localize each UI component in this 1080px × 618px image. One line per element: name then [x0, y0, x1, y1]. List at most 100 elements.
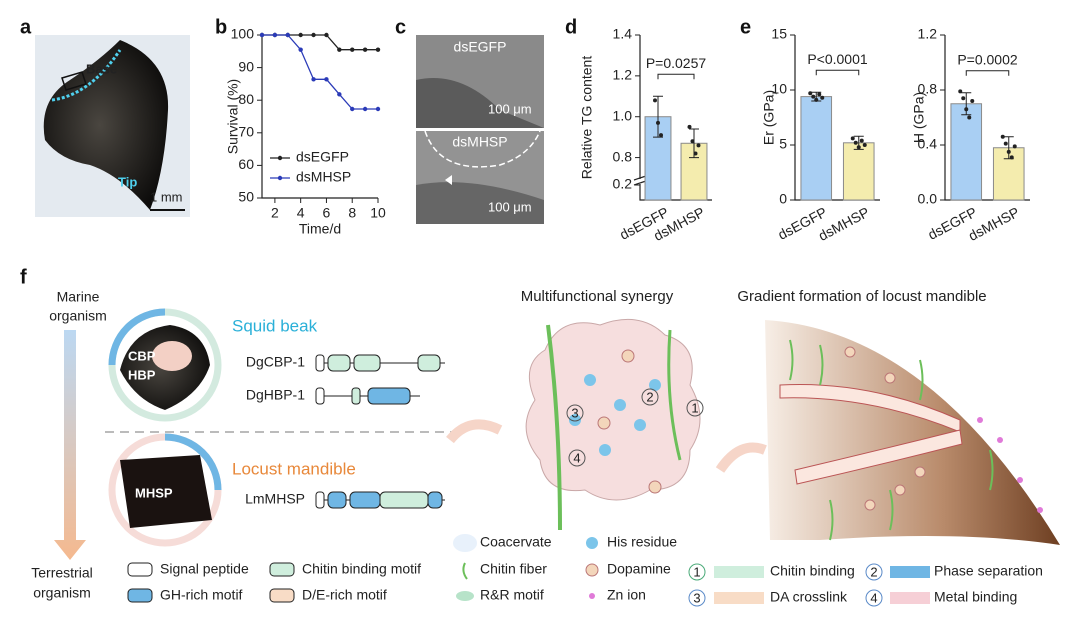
legend-label: Signal peptide	[160, 561, 249, 577]
annotation: P=0.0257	[646, 55, 707, 71]
marker: 2	[646, 389, 653, 404]
axis-break	[633, 175, 647, 186]
data-point	[967, 115, 972, 120]
y-tick-label: 0.0	[918, 191, 938, 207]
series-line	[262, 34, 378, 51]
icon	[589, 593, 595, 599]
point	[375, 106, 381, 112]
point	[362, 106, 368, 112]
data-point	[1012, 144, 1017, 149]
y-tick-label: 15	[771, 26, 787, 42]
data-point	[958, 89, 963, 94]
data-point	[659, 133, 663, 138]
y-tick-label: 50	[238, 189, 254, 205]
chitin-fiber	[546, 324, 562, 531]
data-point	[1000, 134, 1005, 139]
data-point	[964, 107, 969, 112]
x-tick-label: 10	[370, 205, 386, 221]
label: CBP	[128, 348, 156, 363]
legend-numbers	[688, 563, 883, 607]
legend-label: dsMHSP	[296, 169, 351, 185]
y-tick-label: 10	[771, 81, 787, 97]
y-tick-label: 0.4	[918, 136, 938, 152]
heading: Squid beak	[232, 316, 318, 335]
point	[285, 32, 290, 38]
marker: 3	[571, 405, 578, 420]
legend-label: Zn ion	[607, 587, 646, 603]
data-point	[850, 136, 855, 141]
numbers	[566, 388, 704, 467]
error-bar	[653, 95, 663, 138]
bracket	[965, 70, 1010, 76]
x-tick-label: 6	[323, 205, 331, 221]
marker: 1	[691, 400, 698, 415]
data-point	[690, 139, 695, 144]
panel-label: f	[20, 266, 27, 288]
legend-label: His residue	[607, 534, 677, 550]
axis-break	[635, 179, 645, 184]
y-tick-label: 70	[238, 124, 254, 140]
motif-legend	[127, 562, 295, 603]
point	[350, 106, 355, 112]
sem-shade	[416, 182, 544, 224]
x-tick-label: 8	[348, 205, 356, 221]
data-point	[696, 143, 701, 148]
heading: Gradient formation of locust mandible	[737, 288, 986, 305]
swatch	[890, 566, 930, 578]
data-point	[853, 140, 858, 145]
chitin-fiber	[667, 329, 682, 461]
data-point	[859, 138, 864, 143]
label: dsMHSP	[452, 134, 507, 150]
label: 100 μm	[488, 199, 532, 214]
mandible-section	[765, 320, 1060, 545]
icon	[462, 562, 468, 580]
data-point	[811, 94, 816, 99]
label: 1 mm	[150, 189, 183, 204]
legend-swatch	[277, 155, 283, 161]
mandible	[120, 455, 212, 528]
y-axis-label: Survival (%)	[225, 79, 241, 154]
data-point	[1003, 141, 1008, 146]
legend-label: Chitin binding	[770, 563, 855, 579]
bar	[842, 142, 875, 201]
point	[259, 32, 265, 38]
y-tick-label: 0.2	[613, 176, 633, 192]
data-point	[817, 92, 822, 97]
data-point	[808, 91, 813, 96]
point	[311, 77, 316, 82]
marker: 3	[693, 590, 700, 605]
arrowhead	[445, 175, 452, 185]
flow-arrow	[715, 442, 767, 473]
outline	[51, 49, 122, 102]
base-box	[61, 71, 87, 91]
swatch	[714, 592, 764, 604]
y-tick-label: 80	[238, 91, 254, 107]
data-point	[693, 151, 698, 156]
label: dsEGFP	[454, 39, 507, 55]
label: Base	[86, 61, 117, 76]
point	[362, 47, 368, 52]
label: Marine	[57, 289, 100, 305]
point	[350, 47, 355, 52]
marker: 4	[573, 450, 580, 465]
marker: 2	[870, 564, 877, 579]
data-point	[961, 96, 966, 101]
y-tick-label: 60	[238, 156, 254, 172]
flow-arrow	[446, 419, 503, 444]
ring-arc	[164, 433, 222, 491]
label: MHSP	[135, 485, 173, 500]
point	[272, 32, 278, 38]
dopamine	[597, 349, 662, 494]
x-tick-label: 2	[271, 205, 279, 221]
bracket	[657, 73, 695, 80]
gene: LmMHSP	[245, 491, 305, 507]
marker: 4	[870, 590, 877, 605]
icon	[585, 563, 599, 577]
label: 100 μm	[488, 101, 532, 116]
y-axis-label: Relative TG content	[579, 56, 595, 180]
point	[324, 77, 329, 82]
sem-outline	[424, 130, 541, 168]
heading: Locust mandible	[232, 459, 356, 478]
y-tick-label: 0	[779, 191, 787, 207]
point	[311, 32, 316, 38]
